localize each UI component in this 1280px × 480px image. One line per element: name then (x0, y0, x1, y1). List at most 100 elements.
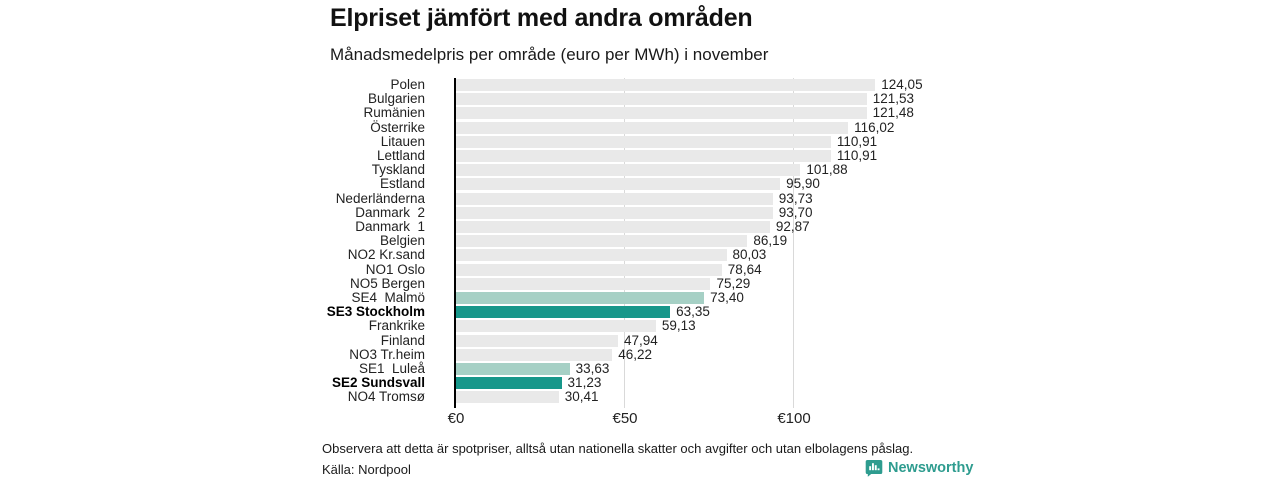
bar-row: Danmark 2 93,70 (0, 204, 1280, 220)
bar-row: SE4 Malmö 73,40 (0, 290, 1280, 305)
bar-label: Danmark 2 (355, 204, 425, 220)
bar-value: 93,70 (778, 204, 813, 220)
bar-row: Nederländerna 93,73 (0, 190, 1280, 206)
bar-value: 30,41 (564, 389, 599, 405)
bar-row: NO1 Oslo 78,64 (0, 261, 1280, 277)
bar-label: Rumänien (363, 105, 425, 121)
gridline (793, 78, 794, 408)
bar-value: 46,22 (618, 346, 653, 362)
bar-value: 78,64 (727, 261, 762, 277)
bar-label: Frankrike (368, 318, 425, 334)
bar-label: Bulgarien (367, 91, 425, 107)
bar-value: 86,19 (753, 233, 788, 249)
bar (456, 93, 867, 106)
bar-row: NO5 Bergen 75,29 (0, 275, 1280, 291)
bar (456, 263, 722, 276)
bar-value: 101,88 (806, 162, 848, 178)
bar (456, 391, 559, 404)
bar-value: 121,53 (872, 91, 915, 107)
bar (456, 334, 619, 347)
bar-row: Bulgarien 121,53 (0, 91, 1280, 107)
bar-label: SE3 Stockholm (326, 304, 425, 320)
bar-value: 95,90 (786, 176, 820, 192)
bar-label: Lettland (376, 148, 425, 163)
bar-label: NO4 Tromsø (347, 389, 425, 405)
bar-row: Finland 47,94 (0, 332, 1280, 348)
bar-row: Polen 124,05 (0, 77, 1280, 92)
bar-value: 124,05 (881, 77, 923, 92)
bar (456, 277, 711, 290)
bar-row: NO4 Tromsø 30,41 (0, 390, 1280, 404)
bar-label: Nederländerna (335, 190, 425, 206)
bar-value: 33,63 (575, 361, 610, 376)
bar (456, 377, 562, 390)
bar-label: Polen (390, 77, 425, 92)
bar (456, 121, 849, 134)
bar (456, 79, 876, 92)
footnote: Observera att detta är spotpriser, allts… (322, 441, 914, 456)
bar-label: Tyskland (371, 162, 425, 178)
bar-row: Frankrike 59,13 (0, 319, 1280, 333)
bar-row: SE1 Luleå 33,63 (0, 361, 1280, 376)
bar-row: Danmark 1 92,87 (0, 219, 1280, 234)
bar-label: SE1 Luleå (358, 361, 425, 376)
bar-row: Belgien 86,19 (0, 233, 1280, 249)
bar-label: Litauen (380, 133, 425, 149)
bar-value: 59,13 (661, 318, 696, 334)
bar-label: NO2 Kr.sand (347, 247, 425, 263)
bar-label: SE4 Malmö (351, 290, 425, 305)
bar-label: NO1 Oslo (365, 261, 425, 277)
bar-row: Tyskland 101,88 (0, 162, 1280, 178)
bar-row: SE2 Sundsvall 31,23 (0, 375, 1280, 391)
bar-value: 75,29 (716, 275, 751, 291)
x-tick-label: €50 (612, 410, 638, 427)
bar-row: Rumänien 121,48 (0, 106, 1280, 120)
bar-value: 93,73 (778, 190, 813, 206)
bar-value: 92,87 (775, 219, 810, 234)
bar-label: Österrike (370, 119, 425, 135)
bar-label: Estland (379, 176, 425, 192)
bar-value: 110,91 (836, 148, 878, 163)
chart-subtitle: Månadsmedelpris per område (euro per MWh… (330, 45, 769, 64)
bar (456, 348, 613, 361)
bar-row: NO3 Tr.heim 46,22 (0, 346, 1280, 362)
bar (456, 150, 831, 163)
bar-label: NO3 Tr.heim (349, 346, 425, 362)
bar-value: 31,23 (567, 375, 602, 391)
plot-area: Polen 124,05 Bulgarien 121,53 Rumänien 121,48… (0, 77, 1280, 427)
bar-row: SE3 Stockholm 63,35 (0, 304, 1280, 320)
bar (456, 107, 867, 120)
bar-row: Lettland 110,91 (0, 148, 1280, 163)
chart-title: Elpriset jämfört med andra områden (330, 4, 753, 32)
bar (456, 221, 770, 234)
newsworthy-chart-bubble-icon (865, 459, 883, 477)
bar-value: 116,02 (854, 119, 895, 135)
bar-row: Österrike 116,02 (0, 119, 1280, 135)
bar-label: Finland (380, 332, 425, 348)
bar (456, 135, 831, 148)
x-tick-label: €100 (777, 410, 811, 427)
newsworthy-logo: Newsworthy (865, 459, 973, 477)
bar-value: 80,03 (732, 247, 767, 263)
bar (456, 206, 773, 219)
bar-label: NO5 Bergen (349, 275, 425, 291)
bar (456, 164, 801, 177)
bar (456, 249, 727, 262)
bar-value: 110,91 (836, 133, 878, 149)
newsworthy-wordmark: Newsworthy (888, 460, 974, 476)
bar-value: 73,40 (710, 290, 744, 305)
bar (456, 292, 705, 305)
bar-label: Danmark 1 (355, 219, 425, 234)
bar-value: 47,94 (624, 332, 658, 348)
bar-label: Belgien (379, 233, 425, 249)
bar-row: Estland 95,90 (0, 177, 1280, 191)
bar-value: 121,48 (872, 105, 914, 121)
bar (456, 320, 656, 333)
bar-row: Litauen 110,91 (0, 133, 1280, 149)
bar (456, 178, 781, 191)
bar (456, 363, 570, 376)
bar (456, 192, 773, 205)
bar (456, 235, 748, 248)
x-tick-label: €0 (447, 410, 465, 427)
